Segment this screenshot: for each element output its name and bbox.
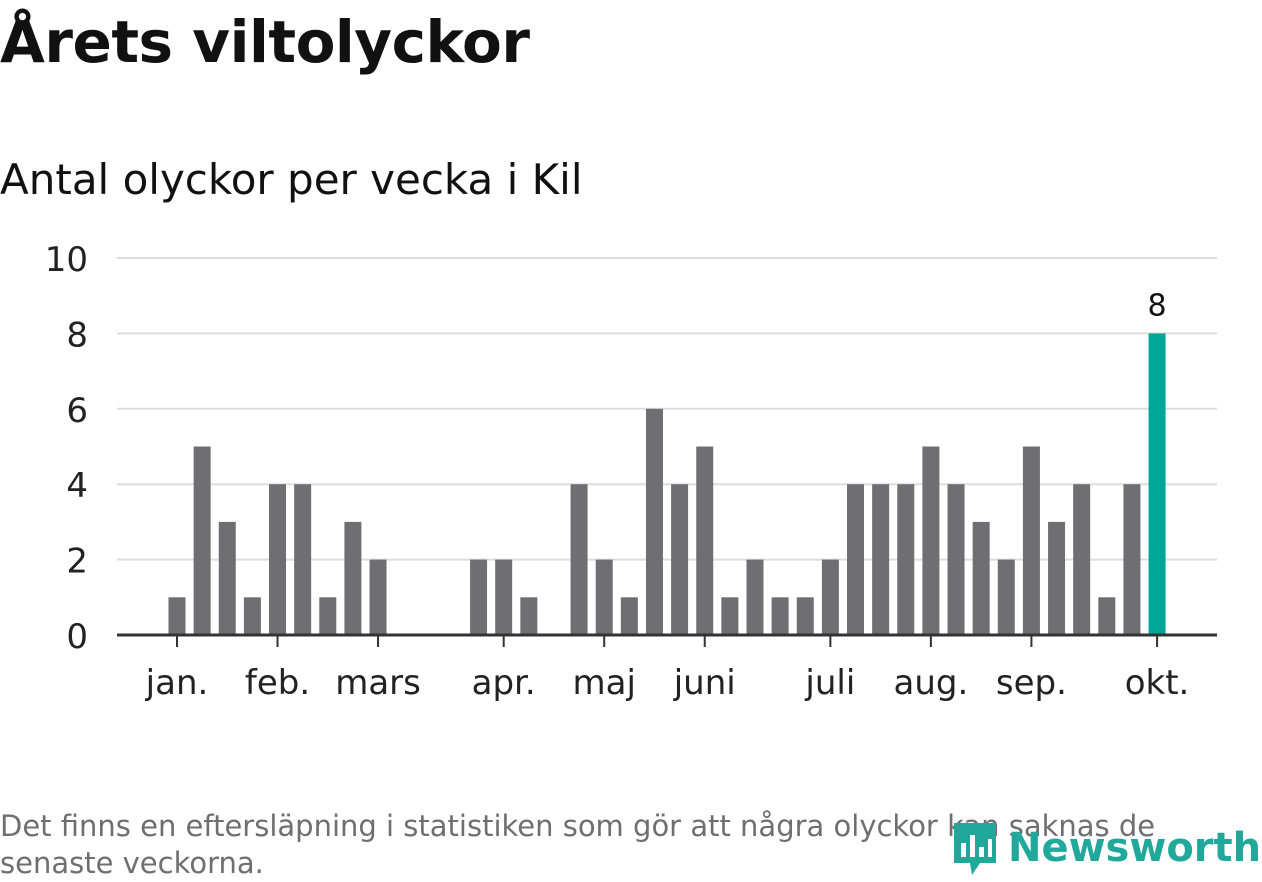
bar-highlight — [1148, 333, 1166, 635]
bar — [243, 597, 261, 635]
bar — [796, 597, 814, 635]
x-tick-label: mars — [335, 663, 421, 703]
bar — [344, 521, 362, 635]
y-tick-label: 4 — [66, 466, 88, 506]
y-tick-label: 8 — [66, 315, 88, 355]
x-axis: jan. feb. mars apr. maj juni juli aug. sep. okt. — [117, 633, 1217, 703]
bar — [319, 597, 337, 635]
bar — [1073, 484, 1091, 635]
bar — [595, 559, 613, 635]
bar — [721, 597, 739, 635]
newsworthy-logo-text: Newsworthy — [1008, 825, 1262, 871]
bar — [1022, 446, 1040, 635]
y-tick-label: 10 — [45, 240, 88, 280]
x-tick-label: juli — [804, 663, 855, 703]
data-labels: 8 — [1148, 288, 1167, 323]
bar — [495, 559, 513, 635]
bar-chart: 0 2 4 6 8 10 jan. feb. mars apr. maj juni juli aug. s… — [45, 240, 1217, 703]
bar — [972, 521, 990, 635]
bar — [922, 446, 940, 635]
x-tick-label: okt. — [1125, 663, 1190, 703]
bar — [1123, 484, 1141, 635]
bar — [369, 559, 387, 635]
data-label-highlight: 8 — [1148, 288, 1167, 323]
bar — [696, 446, 714, 635]
y-axis-tick-labels: 0 2 4 6 8 10 — [45, 240, 88, 657]
x-tick-label: sep. — [996, 663, 1067, 703]
bar — [746, 559, 764, 635]
bar — [470, 559, 488, 635]
chart-title: Årets viltolyckor — [0, 8, 530, 76]
bar — [218, 521, 236, 635]
bars — [168, 333, 1166, 635]
x-tick-label: aug. — [894, 663, 969, 703]
bar — [193, 446, 211, 635]
bar — [620, 597, 638, 635]
bar — [897, 484, 915, 635]
bar — [570, 484, 588, 635]
bar — [947, 484, 965, 635]
bar — [771, 597, 789, 635]
bar — [872, 484, 890, 635]
bar — [847, 484, 865, 635]
x-tick-label: apr. — [472, 663, 536, 703]
x-tick-label: maj — [573, 663, 636, 703]
newsworthy-logo-icon — [954, 823, 996, 875]
y-tick-label: 2 — [66, 542, 88, 582]
chart-subtitle: Antal olyckor per vecka i Kil — [0, 155, 583, 204]
x-tick-label: feb. — [245, 663, 310, 703]
newsworthy-logo: Newsworthy — [950, 818, 1262, 878]
y-tick-label: 6 — [66, 391, 88, 431]
bar — [1098, 597, 1116, 635]
bar — [168, 597, 186, 635]
bar — [997, 559, 1015, 635]
bar — [645, 408, 663, 635]
bar — [294, 484, 312, 635]
bar — [520, 597, 538, 635]
bar — [671, 484, 689, 635]
x-tick-label: jan. — [145, 663, 209, 703]
bar — [1048, 521, 1066, 635]
bar — [269, 484, 287, 635]
bar — [821, 559, 839, 635]
y-tick-label: 0 — [66, 617, 88, 657]
x-tick-label: juni — [673, 663, 736, 703]
